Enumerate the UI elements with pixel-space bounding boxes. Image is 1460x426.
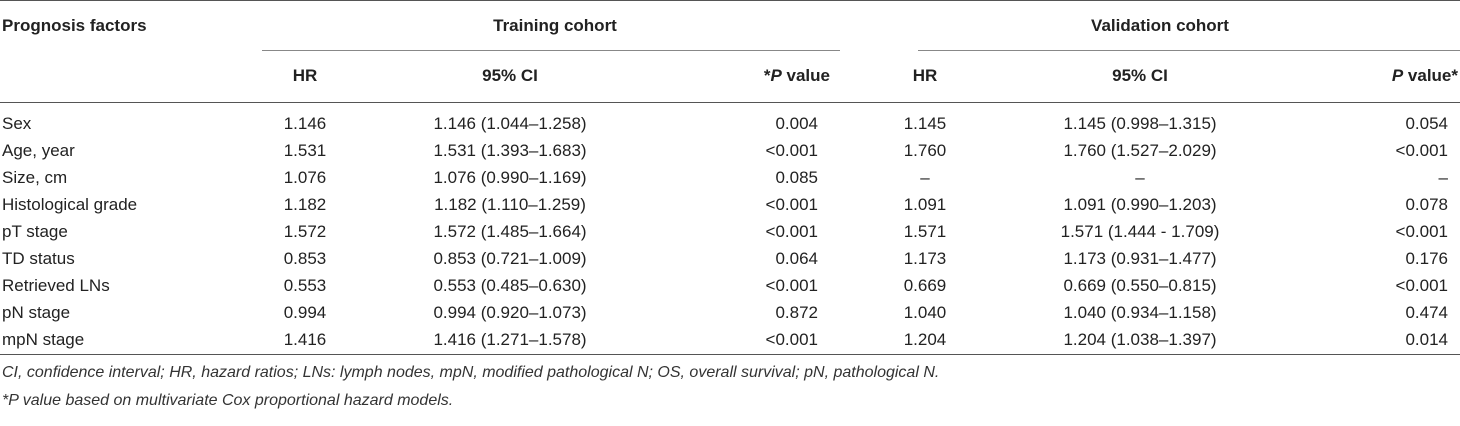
factor-cell: Histological grade xyxy=(2,195,138,214)
ci-cell: 1.146 (1.044–1.258) xyxy=(433,114,587,133)
factor-cell: TD status xyxy=(2,249,75,268)
hr-validation-cell: 1.204 xyxy=(903,330,947,349)
table-row: Retrieved LNs 0.553 0.553 (0.485–0.630) <0.… xyxy=(0,272,1460,299)
header-row-columns: HR 95% CI *P value HR 95% CI P value* xyxy=(0,50,1460,100)
table-row: Histological grade 1.182 1.182 (1.110–1.25… xyxy=(0,191,1460,218)
hr-cell: 1.416 xyxy=(283,330,327,349)
header-ci-training: 95% CI xyxy=(482,65,538,85)
header-validation-cohort: Validation cohort xyxy=(1091,15,1229,35)
ci-cell: 1.416 (1.271–1.578) xyxy=(433,330,587,349)
hr-cell: 1.572 xyxy=(283,222,327,241)
hr-cell: 1.182 xyxy=(283,195,327,214)
header-pvalue-training: *P value xyxy=(660,50,860,100)
pvalue-cell: <0.001 xyxy=(765,330,818,349)
pvalue-validation-cell: 0.054 xyxy=(1405,114,1448,133)
hr-validation-cell: 1.145 xyxy=(903,114,947,133)
pvalue-validation-cell: 0.078 xyxy=(1405,195,1448,214)
hr-validation-cell: – xyxy=(920,168,930,187)
pvalue-p: P xyxy=(770,65,782,85)
table-row: Size, cm 1.076 1.076 (0.990–1.169) 0.085 – – – xyxy=(0,164,1460,191)
factor-cell: Sex xyxy=(2,114,32,133)
ci-validation-cell: 1.204 (1.038–1.397) xyxy=(1063,330,1217,349)
factor-cell: mpN stage xyxy=(2,330,85,349)
pvalue-validation-cell: – xyxy=(1438,168,1448,187)
ci-validation-cell: 1.571 (1.444 - 1.709) xyxy=(1060,222,1220,241)
ci-cell: 0.994 (0.920–1.073) xyxy=(433,303,587,322)
header-ci-validation: 95% CI xyxy=(1112,65,1168,85)
hr-validation-cell: 1.091 xyxy=(903,195,947,214)
ci-cell: 1.572 (1.485–1.664) xyxy=(433,222,587,241)
header-prognosis-factors: Prognosis factors xyxy=(2,15,147,35)
validation-cohort-rule xyxy=(918,50,1460,51)
pvalue-validation-cell: 0.474 xyxy=(1405,303,1448,322)
pvalue-text: value xyxy=(781,65,830,85)
factor-cell: pT stage xyxy=(2,222,68,241)
pvalue-cell: 0.064 xyxy=(775,249,818,268)
hr-validation-cell: 1.040 xyxy=(903,303,947,322)
ci-validation-cell: 1.040 (0.934–1.158) xyxy=(1063,303,1217,322)
hr-validation-cell: 0.669 xyxy=(903,276,947,295)
ci-cell: 0.853 (0.721–1.009) xyxy=(433,249,587,268)
hr-cell: 1.146 xyxy=(283,114,327,133)
bottom-rule xyxy=(0,354,1460,355)
hr-cell: 1.076 xyxy=(283,168,327,187)
factor-cell: Age, year xyxy=(2,141,75,160)
hr-cell: 0.853 xyxy=(283,249,327,268)
pvalue-validation-cell: <0.001 xyxy=(1395,276,1448,295)
factor-cell: pN stage xyxy=(2,303,71,322)
footnote-pvalue: *P value based on multivariate Cox propo… xyxy=(2,392,454,409)
factor-cell: Size, cm xyxy=(2,168,68,187)
header-training-cohort: Training cohort xyxy=(493,15,617,35)
pvalue-p: P xyxy=(1391,65,1404,85)
header-rule xyxy=(0,102,1460,103)
pvalue-validation-cell: 0.176 xyxy=(1405,249,1448,268)
header-hr-training: HR xyxy=(292,65,318,85)
ci-validation-cell: 1.145 (0.998–1.315) xyxy=(1063,114,1217,133)
table-row: TD status 0.853 0.853 (0.721–1.009) 0.064 1.… xyxy=(0,245,1460,272)
header-hr-validation: HR xyxy=(912,65,938,85)
ci-validation-cell: – xyxy=(1135,168,1145,187)
training-cohort-rule xyxy=(262,50,840,51)
pvalue-validation-cell: <0.001 xyxy=(1395,222,1448,241)
pvalue-cell: 0.085 xyxy=(775,168,818,187)
ci-validation-cell: 0.669 (0.550–0.815) xyxy=(1063,276,1217,295)
hr-validation-cell: 1.571 xyxy=(903,222,947,241)
ci-cell: 1.182 (1.110–1.259) xyxy=(434,195,586,214)
ci-cell: 0.553 (0.485–0.630) xyxy=(433,276,587,295)
hr-cell: 0.994 xyxy=(283,303,327,322)
pvalue-star: * xyxy=(763,65,771,85)
header-pvalue-validation: P value* xyxy=(1290,50,1460,100)
footnote-abbreviations: CI, confidence interval; HR, hazard rati… xyxy=(2,364,940,381)
factor-cell: Retrieved LNs xyxy=(2,276,110,295)
hr-validation-cell: 1.760 xyxy=(903,141,947,160)
cox-regression-table: Prognosis factors Training cohort Valida… xyxy=(0,0,1460,353)
hr-cell: 0.553 xyxy=(283,276,327,295)
ci-validation-cell: 1.760 (1.527–2.029) xyxy=(1063,141,1217,160)
hr-validation-cell: 1.173 xyxy=(903,249,947,268)
top-rule xyxy=(0,0,1460,1)
ci-validation-cell: 1.173 (0.931–1.477) xyxy=(1063,249,1217,268)
header-row-groups: Prognosis factors Training cohort Valida… xyxy=(0,0,1460,50)
header-empty xyxy=(0,50,250,100)
table-row: pN stage 0.994 0.994 (0.920–1.073) 0.872 1.0… xyxy=(0,299,1460,326)
ci-validation-cell: 1.091 (0.990–1.203) xyxy=(1063,195,1217,214)
pvalue-validation-cell: 0.014 xyxy=(1405,330,1448,349)
pvalue-cell: 0.004 xyxy=(775,114,818,133)
pvalue-cell: <0.001 xyxy=(765,141,818,160)
pvalue-cell: <0.001 xyxy=(765,222,818,241)
pvalue-text: value* xyxy=(1403,65,1458,85)
table-row: pT stage 1.572 1.572 (1.485–1.664) <0.001 1.… xyxy=(0,218,1460,245)
pvalue-cell: 0.872 xyxy=(775,303,818,322)
ci-cell: 1.531 (1.393–1.683) xyxy=(433,141,587,160)
ci-cell: 1.076 (0.990–1.169) xyxy=(433,168,587,187)
pvalue-cell: <0.001 xyxy=(765,276,818,295)
table-row: Age, year 1.531 1.531 (1.393–1.683) <0.001 1… xyxy=(0,137,1460,164)
pvalue-cell: <0.001 xyxy=(765,195,818,214)
pvalue-validation-cell: <0.001 xyxy=(1395,141,1448,160)
table-body: Sex 1.146 1.146 (1.044–1.258) 0.004 1.145 1.1… xyxy=(0,100,1460,353)
table-row: mpN stage 1.416 1.416 (1.271–1.578) <0.001 1… xyxy=(0,326,1460,353)
hr-cell: 1.531 xyxy=(283,141,327,160)
table-row: Sex 1.146 1.146 (1.044–1.258) 0.004 1.145 1.1… xyxy=(0,100,1460,137)
